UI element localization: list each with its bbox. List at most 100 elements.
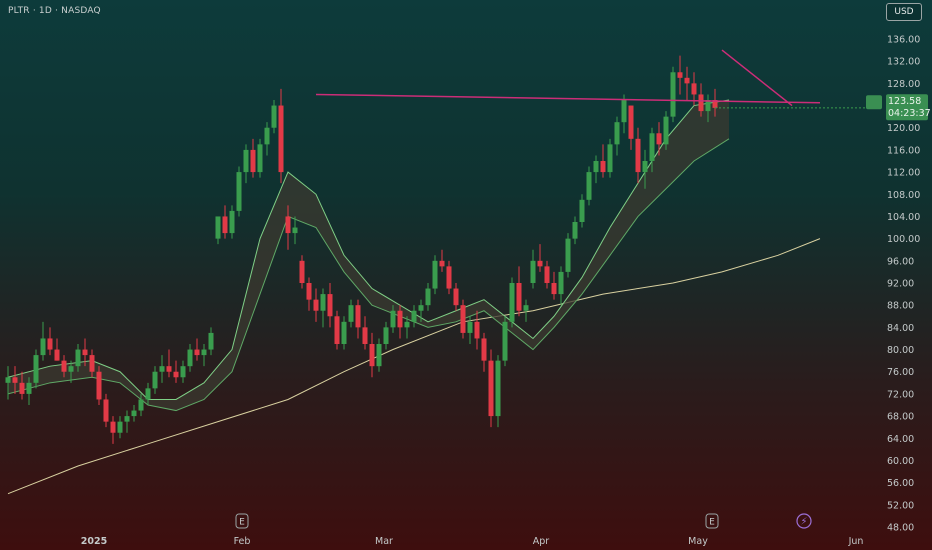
- candle-body[interactable]: [257, 144, 263, 173]
- candle-body[interactable]: [334, 316, 340, 344]
- candle-body[interactable]: [145, 388, 151, 400]
- candle-body[interactable]: [89, 355, 95, 372]
- candle-body[interactable]: [397, 310, 403, 328]
- candle-body[interactable]: [425, 288, 431, 306]
- candle-body[interactable]: [544, 266, 550, 283]
- candle-body[interactable]: [600, 161, 606, 173]
- candle-body[interactable]: [61, 360, 67, 372]
- candle-body[interactable]: [215, 216, 221, 239]
- candle-body[interactable]: [607, 144, 613, 173]
- candle-body[interactable]: [677, 72, 683, 78]
- candle-body[interactable]: [411, 310, 417, 322]
- candle-body[interactable]: [187, 349, 193, 367]
- candle-body[interactable]: [103, 399, 109, 422]
- down-trend-line[interactable]: [721, 49, 793, 107]
- candle-body[interactable]: [229, 210, 235, 234]
- resistance-line[interactable]: [315, 93, 821, 104]
- candle-body[interactable]: [635, 138, 641, 173]
- candle-body[interactable]: [439, 260, 445, 267]
- candle-body[interactable]: [348, 305, 354, 322]
- candle-body[interactable]: [453, 288, 459, 306]
- candle-body[interactable]: [152, 371, 158, 389]
- candle-body[interactable]: [418, 305, 424, 311]
- candle-body[interactable]: [180, 366, 186, 378]
- candle-body[interactable]: [509, 283, 515, 322]
- candle-body[interactable]: [460, 305, 466, 333]
- candle-body[interactable]: [362, 327, 368, 344]
- candle-body[interactable]: [446, 266, 452, 289]
- candle-body[interactable]: [110, 421, 116, 433]
- candle-body[interactable]: [712, 100, 718, 108]
- candle-body[interactable]: [369, 344, 375, 367]
- candle-body[interactable]: [670, 72, 676, 117]
- candle-body[interactable]: [208, 332, 214, 350]
- candle-body[interactable]: [698, 94, 704, 112]
- candle-body[interactable]: [481, 338, 487, 361]
- candle-body[interactable]: [593, 161, 599, 173]
- candle-body[interactable]: [558, 271, 564, 295]
- candle-body[interactable]: [26, 382, 32, 394]
- candle-body[interactable]: [194, 349, 200, 356]
- candle-body[interactable]: [432, 260, 438, 289]
- candle-body[interactable]: [586, 172, 592, 200]
- candle-body[interactable]: [621, 100, 627, 123]
- candle-body[interactable]: [355, 305, 361, 328]
- candle-body[interactable]: [278, 105, 284, 173]
- candle-body[interactable]: [47, 338, 53, 350]
- candle-body[interactable]: [341, 321, 347, 344]
- candle-body[interactable]: [488, 360, 494, 417]
- candle-body[interactable]: [306, 283, 312, 300]
- candle-body[interactable]: [663, 116, 669, 145]
- candle-body[interactable]: [572, 222, 578, 239]
- candle-body[interactable]: [495, 360, 501, 417]
- candle-body[interactable]: [117, 421, 123, 433]
- candle-body[interactable]: [271, 105, 277, 128]
- candle-body[interactable]: [537, 260, 543, 267]
- candle-body[interactable]: [530, 260, 536, 283]
- candle-body[interactable]: [201, 349, 207, 356]
- candle-body[interactable]: [656, 133, 662, 145]
- candle-body[interactable]: [467, 321, 473, 333]
- candle-body[interactable]: [649, 133, 655, 161]
- candle-body[interactable]: [166, 366, 172, 372]
- earnings-icon[interactable]: [705, 513, 719, 529]
- candle-body[interactable]: [243, 149, 249, 173]
- candle-body[interactable]: [705, 100, 711, 112]
- candle-body[interactable]: [264, 127, 270, 145]
- candle-body[interactable]: [565, 238, 571, 272]
- dividend-lightning-icon[interactable]: [796, 513, 812, 529]
- earnings-icon[interactable]: [235, 513, 249, 529]
- candle-body[interactable]: [68, 366, 74, 372]
- candle-body[interactable]: [138, 399, 144, 411]
- candle-body[interactable]: [691, 83, 697, 95]
- candle-body[interactable]: [523, 305, 529, 311]
- candle-body[interactable]: [5, 377, 11, 383]
- candle-body[interactable]: [75, 349, 81, 367]
- candle-body[interactable]: [82, 349, 88, 356]
- candle-body[interactable]: [614, 122, 620, 145]
- candle-body[interactable]: [12, 377, 18, 383]
- candle-body[interactable]: [390, 310, 396, 328]
- candle-body[interactable]: [131, 410, 137, 417]
- candle-body[interactable]: [376, 344, 382, 367]
- candle-body[interactable]: [250, 149, 256, 173]
- candle-body[interactable]: [33, 355, 39, 383]
- candle-body[interactable]: [19, 382, 25, 394]
- candle-body[interactable]: [40, 338, 46, 356]
- candle-body[interactable]: [236, 172, 242, 211]
- candle-body[interactable]: [502, 321, 508, 361]
- candle-body[interactable]: [173, 371, 179, 378]
- candle-body[interactable]: [327, 294, 333, 317]
- candle-body[interactable]: [684, 77, 690, 84]
- candle-body[interactable]: [320, 294, 326, 311]
- candle-body[interactable]: [124, 416, 130, 422]
- candle-body[interactable]: [383, 327, 389, 344]
- currency-button[interactable]: USD: [886, 3, 922, 21]
- candle-body[interactable]: [642, 161, 648, 173]
- candle-body[interactable]: [404, 321, 410, 328]
- candle-body[interactable]: [96, 371, 102, 400]
- candle-body[interactable]: [313, 299, 319, 311]
- candle-body[interactable]: [54, 349, 60, 361]
- candle-body[interactable]: [292, 227, 298, 234]
